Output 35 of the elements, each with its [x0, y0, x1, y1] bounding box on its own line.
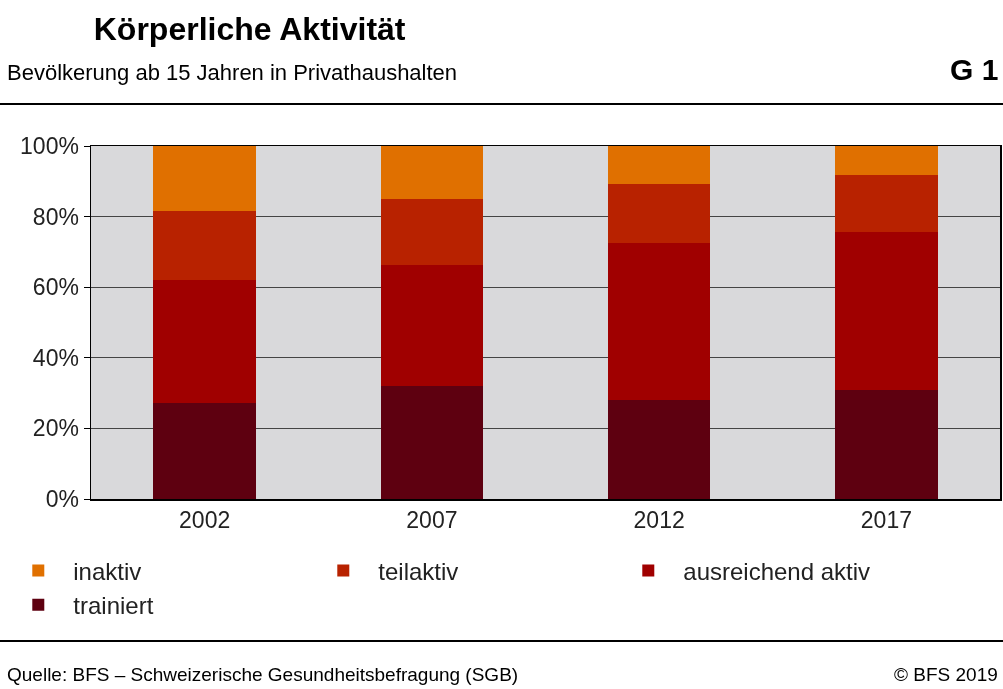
legend-label: teilaktiv — [378, 557, 459, 585]
bar — [153, 210, 256, 281]
bar — [153, 402, 256, 499]
x-tick-label: 2007 — [406, 507, 458, 534]
text: © BFS 2019 — [894, 664, 998, 685]
y-tick-label: 40% — [32, 344, 79, 371]
legend-label: trainiert — [73, 592, 154, 620]
y-tick-label: 80% — [32, 203, 79, 230]
chart-subtitle: Bevölkerung ab 15 Jahren in Privathaushalten — [7, 60, 458, 85]
y-tick-label: 20% — [32, 415, 79, 442]
x-tick-label: 2017 — [860, 507, 912, 534]
bar — [153, 146, 256, 211]
bar — [380, 198, 484, 265]
bar — [380, 264, 484, 387]
bar — [835, 389, 938, 499]
x-tick-label: 2002 — [179, 507, 231, 534]
x-tick-label: 2012 — [633, 507, 685, 534]
bar — [607, 243, 711, 401]
bar — [835, 146, 938, 175]
bar — [607, 400, 711, 499]
bar — [380, 386, 484, 499]
bar — [607, 146, 711, 185]
bar — [607, 184, 711, 244]
chart-title: Körperliche Aktivität — [93, 10, 406, 47]
text: G 1 — [950, 53, 999, 86]
y-tick-label: 0% — [45, 486, 79, 513]
bar — [835, 232, 938, 390]
bar — [835, 174, 938, 233]
y-tick-label: 60% — [32, 274, 79, 301]
bar — [380, 146, 484, 199]
bar — [153, 280, 256, 403]
source-note: Quelle: BFS – Schweizerische Gesundheitsbefragung (SGB) — [7, 664, 519, 685]
legend-label: inaktiv — [73, 557, 142, 585]
legend-label: ausreichend aktiv — [683, 557, 871, 585]
y-tick-label: 100% — [20, 133, 79, 160]
